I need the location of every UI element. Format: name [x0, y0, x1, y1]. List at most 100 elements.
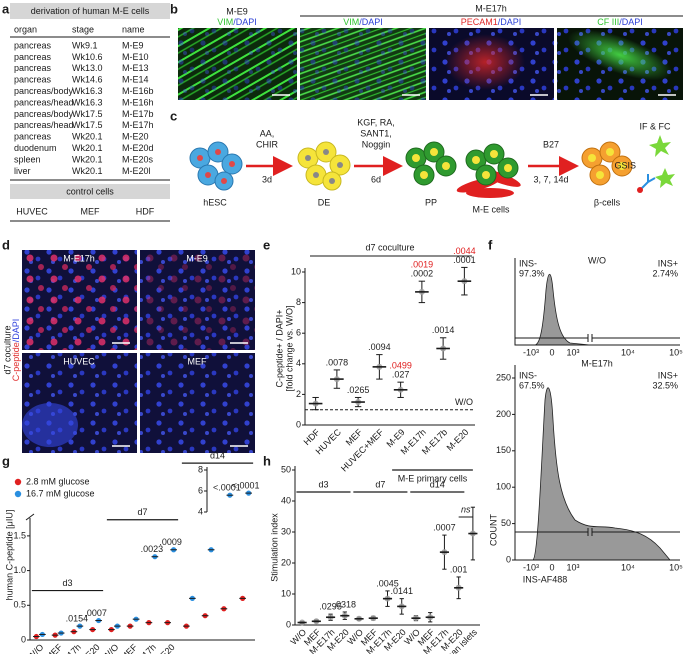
p-value: .0007	[84, 608, 107, 618]
group-label: d7	[375, 479, 385, 489]
p-value: .0141	[390, 586, 413, 596]
y-tick-label: 50	[281, 464, 291, 474]
factor-label: AA,	[260, 128, 275, 138]
y-tick-label: 250	[496, 372, 511, 382]
image-label: M-E17h	[63, 253, 95, 263]
table-cell: Wk20.1	[72, 166, 103, 176]
x-tick-label: W/O	[101, 642, 121, 654]
y-tick-label: 0	[296, 419, 301, 429]
histogram-bottom	[515, 387, 671, 561]
stain-part: /DAPI	[359, 17, 383, 27]
x-tick-label: M-E20	[76, 642, 102, 654]
readout-label: IF & FC	[640, 121, 671, 131]
x-tick-label: M-E20	[151, 642, 177, 654]
stain-part: /DAPI	[11, 319, 21, 343]
p-value: .0002	[411, 269, 434, 279]
table-cell: M-E14	[122, 75, 149, 85]
p-value: .0007	[433, 522, 456, 532]
reference-label: W/O	[455, 397, 473, 407]
gate-label: INS-	[519, 370, 537, 380]
axis-label: C-peptide+ / DAPI+	[274, 309, 284, 387]
gate-label: 67.5%	[519, 380, 545, 390]
column-header: organ	[14, 24, 37, 34]
differentiation-diagram	[189, 135, 675, 198]
table-cell: Wk13.0	[72, 63, 103, 73]
y-tick-label: 20	[281, 557, 291, 567]
table-cell: Wk17.5	[72, 120, 103, 130]
group-label: d14	[210, 450, 225, 460]
x-tick-label: MEF	[119, 642, 140, 654]
gate-label: 32.5%	[652, 380, 678, 390]
stage-label: PP	[425, 197, 437, 207]
table-cell: Wk14.6	[72, 75, 103, 85]
axis-label: COUNT	[488, 514, 498, 546]
y-tick-label: 8	[198, 464, 203, 474]
table-cell: pancreas/head	[14, 120, 74, 130]
table-cell: M-E9	[122, 40, 144, 50]
y-tick-label: 10	[291, 266, 301, 276]
table-header-band	[10, 184, 170, 199]
table-cell: Wk20.1	[72, 143, 103, 153]
x-tick-label: 10³	[566, 562, 579, 572]
panel-label: b	[170, 1, 178, 16]
y-tick-label: 50	[501, 518, 511, 528]
p-value: .0154	[66, 613, 89, 623]
y-tick-label: 100	[496, 482, 511, 492]
panel-label: d	[2, 237, 10, 252]
y-tick-label: 40	[281, 495, 291, 505]
image-overlay	[140, 250, 255, 350]
gate-value: 2.74%	[652, 268, 678, 278]
panel-label: c	[170, 108, 177, 123]
gate-label: INS+	[658, 258, 678, 268]
y-tick-label: 30	[281, 526, 291, 536]
group-label: M-E17h	[475, 3, 507, 13]
x-tick-label: 10³	[566, 347, 579, 357]
image-label: MEF	[188, 356, 208, 366]
table-cell: HDF	[136, 206, 155, 216]
p-value: .0009	[159, 537, 182, 547]
table-cell: liver	[14, 166, 31, 176]
axis-label: human C-peptide [μIU]	[4, 510, 14, 601]
table-cell: pancreas	[14, 40, 52, 50]
table-cell: pancreas/head	[14, 97, 74, 107]
table-cell: Wk20.1	[72, 154, 103, 164]
legend-label: 16.7 mM glucose	[26, 488, 95, 498]
image-overlay	[178, 28, 297, 100]
stain-part: /DAPI	[233, 17, 257, 27]
stain-label: PECAM1/DAPI	[461, 17, 522, 27]
stain-label: C-peptide/DAPI	[11, 319, 21, 382]
legend-label: 2.8 mM glucose	[26, 476, 90, 486]
plot-title: M-E17h	[581, 358, 613, 368]
me-cells	[456, 143, 521, 198]
x-tick-label: 10⁴	[621, 347, 635, 357]
table-cell: Wk16.3	[72, 86, 103, 96]
micrographs-b	[178, 28, 683, 100]
x-tick-label: W/O	[26, 642, 46, 654]
column-header: stage	[72, 24, 94, 34]
y-tick-label: 200	[496, 409, 511, 419]
table-cell: pancreas	[14, 63, 52, 73]
table-cell: M-E16b	[122, 86, 154, 96]
y-tick-label: 1.0	[13, 565, 26, 575]
gate-label: INS-	[519, 258, 537, 268]
p-value: .001	[450, 564, 468, 574]
table-cell: duodenum	[14, 143, 57, 153]
table-cell: Wk9.1	[72, 40, 98, 50]
image-overlay	[22, 250, 137, 350]
x-tick-label: 0	[549, 347, 554, 357]
y-tick-label: 8	[296, 297, 301, 307]
micrographs-d	[22, 250, 255, 453]
stain-part: CF III	[597, 17, 619, 27]
factor-label: CHIR	[256, 139, 278, 149]
stain-part: VIM	[217, 17, 233, 27]
stain-part: PECAM1	[461, 17, 498, 27]
flow-histograms	[514, 258, 680, 561]
x-tick-label: 10⁴	[621, 562, 635, 572]
stage-label: hESC	[203, 197, 227, 207]
image-overlay	[140, 353, 255, 453]
image-label: M-E9	[186, 253, 208, 263]
y-tick-label: 6	[296, 328, 301, 338]
p-value: .0019	[411, 260, 434, 270]
readout-icons	[637, 135, 675, 193]
stain-part: C-peptide	[11, 342, 21, 381]
